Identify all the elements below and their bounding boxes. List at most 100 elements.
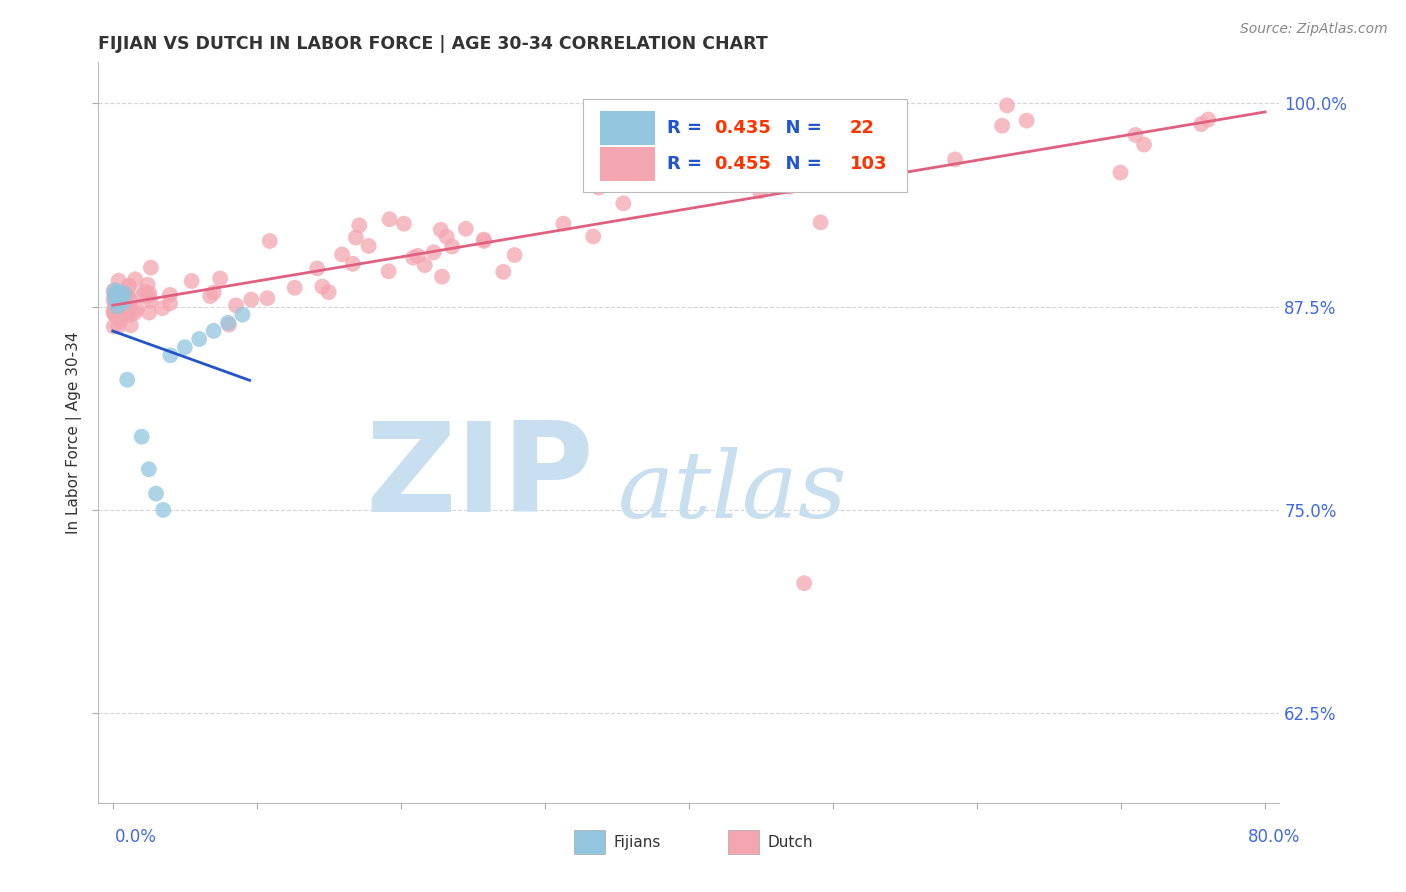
Point: [311, 279, 333, 293]
Point: [120, 318, 142, 333]
Point: [344, 230, 367, 244]
Point: [582, 229, 605, 244]
Point: [492, 265, 515, 279]
Point: [134, 285, 156, 299]
Text: R =: R =: [666, 119, 707, 136]
Point: [110, 290, 132, 304]
Point: [136, 277, 159, 292]
Point: [392, 217, 415, 231]
Point: [138, 286, 160, 301]
Point: [150, 301, 173, 315]
Point: [104, 297, 127, 311]
Text: N =: N =: [773, 155, 828, 173]
Point: [105, 295, 128, 310]
Point: [145, 486, 167, 500]
Point: [991, 119, 1014, 133]
Text: FIJIAN VS DUTCH IN LABOR FORCE | AGE 30-34 CORRELATION CHART: FIJIAN VS DUTCH IN LABOR FORCE | AGE 30-…: [98, 35, 768, 53]
Text: Fijians: Fijians: [613, 835, 661, 849]
Point: [330, 247, 353, 261]
Point: [131, 288, 153, 302]
Point: [180, 274, 202, 288]
Point: [1109, 165, 1132, 179]
Point: [103, 304, 125, 318]
Point: [139, 293, 162, 308]
Point: [307, 261, 329, 276]
Point: [110, 286, 132, 301]
Text: atlas: atlas: [619, 447, 848, 537]
Point: [349, 219, 371, 233]
Point: [377, 264, 399, 278]
Point: [104, 283, 127, 297]
Text: 0.435: 0.435: [714, 119, 770, 136]
Point: [107, 319, 129, 334]
Point: [378, 212, 401, 227]
Point: [125, 301, 148, 316]
Point: [503, 248, 526, 262]
Point: [107, 292, 129, 306]
Point: [112, 300, 135, 314]
Text: 0.0%: 0.0%: [115, 828, 157, 846]
Point: [124, 306, 146, 320]
Point: [807, 112, 830, 127]
Point: [120, 308, 142, 322]
Point: [118, 278, 141, 293]
Point: [217, 316, 239, 330]
Point: [659, 149, 682, 163]
Point: [107, 310, 129, 324]
Point: [865, 162, 887, 177]
Point: [406, 249, 429, 263]
Point: [115, 373, 138, 387]
Text: 103: 103: [849, 155, 887, 173]
Point: [104, 308, 127, 322]
Point: [105, 310, 128, 324]
Point: [103, 293, 125, 307]
Point: [103, 319, 125, 334]
Point: [588, 180, 610, 194]
Point: [793, 576, 815, 591]
Point: [654, 162, 676, 177]
Point: [131, 430, 153, 444]
Text: Source: ZipAtlas.com: Source: ZipAtlas.com: [1240, 22, 1388, 37]
Point: [159, 348, 181, 362]
Point: [318, 285, 340, 300]
Point: [430, 269, 453, 284]
Point: [610, 170, 633, 185]
Point: [779, 179, 801, 194]
Point: [105, 286, 128, 301]
Point: [695, 170, 717, 185]
Point: [188, 332, 211, 346]
Point: [118, 280, 141, 294]
Point: [256, 291, 278, 305]
Point: [103, 306, 125, 320]
Point: [1015, 113, 1038, 128]
Point: [429, 223, 451, 237]
Point: [413, 258, 436, 272]
Point: [259, 234, 281, 248]
Point: [173, 340, 195, 354]
Point: [202, 285, 225, 300]
Point: [436, 229, 458, 244]
Point: [240, 293, 263, 307]
Point: [112, 297, 135, 311]
Point: [225, 298, 247, 312]
Point: [112, 304, 135, 318]
Point: [1125, 128, 1147, 142]
FancyBboxPatch shape: [582, 99, 907, 192]
Point: [104, 294, 127, 309]
Point: [422, 245, 444, 260]
Text: 0.455: 0.455: [714, 155, 770, 173]
Point: [218, 318, 240, 332]
Point: [402, 251, 425, 265]
Text: 80.0%: 80.0%: [1249, 828, 1301, 846]
Point: [357, 239, 380, 253]
Point: [817, 161, 839, 176]
Point: [159, 288, 181, 302]
Text: N =: N =: [773, 119, 828, 136]
Point: [995, 98, 1018, 112]
Point: [472, 233, 495, 247]
Text: ZIP: ZIP: [366, 417, 595, 538]
Point: [118, 293, 141, 308]
FancyBboxPatch shape: [600, 111, 655, 145]
Point: [1189, 117, 1212, 131]
Point: [115, 288, 138, 302]
